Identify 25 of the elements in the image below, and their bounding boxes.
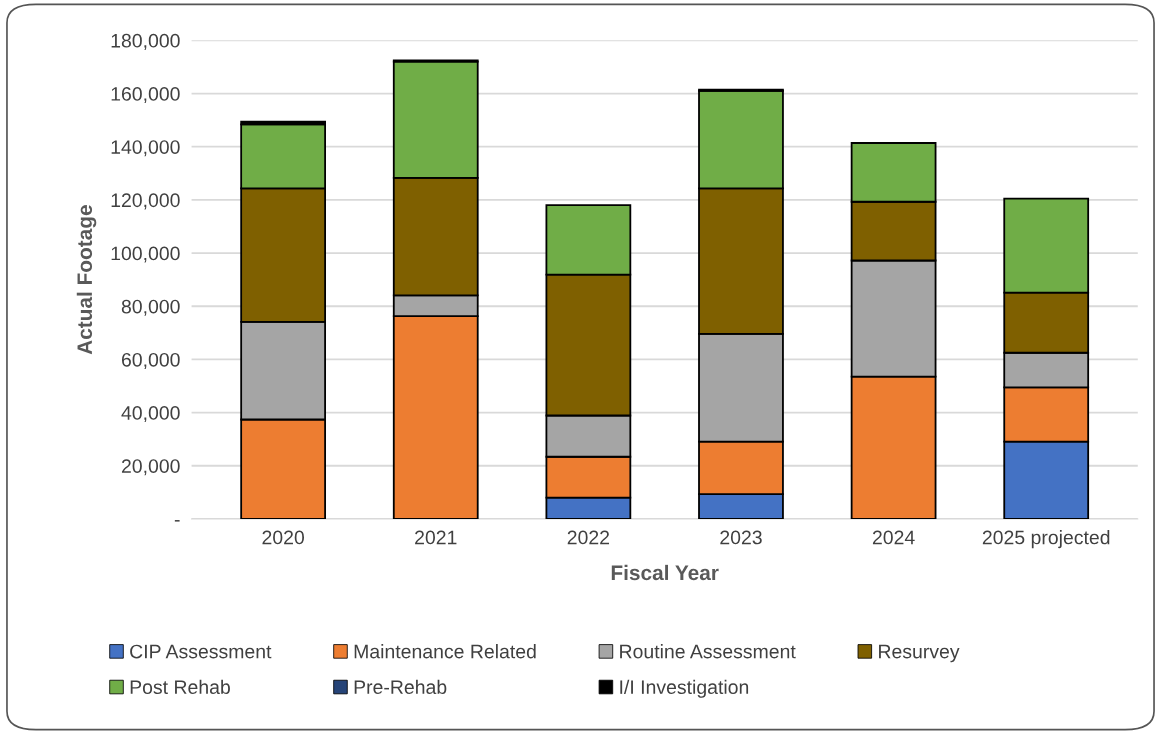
x-tick-label: 2022 xyxy=(567,530,610,545)
y-tick-label: 80,000 xyxy=(121,299,180,316)
y-axis-title: Actual Footage xyxy=(76,205,97,355)
y-tick-label: 160,000 xyxy=(111,87,180,104)
legend-label: CIP Assessment xyxy=(130,644,272,659)
legend-label: Routine Assessment xyxy=(620,644,796,659)
x-axis-title: Fiscal Year xyxy=(611,564,719,581)
legend-label: I/I Investigation xyxy=(620,679,749,698)
legend-label: Maintenance Related xyxy=(354,644,536,659)
y-tick-label: 100,000 xyxy=(111,246,180,263)
x-tick-label: 2025 projected xyxy=(982,530,1110,549)
x-tick-label: 2021 xyxy=(415,530,457,545)
y-tick-label: 180,000 xyxy=(111,33,180,50)
legend-label: Pre-Rehab xyxy=(354,679,447,695)
legend-label: Post Rehab xyxy=(130,679,230,695)
y-tick-label: 40,000 xyxy=(121,406,180,423)
y-tick-label: 60,000 xyxy=(121,352,180,369)
y-tick-label: 120,000 xyxy=(111,193,180,210)
y-tick-label: - xyxy=(174,520,180,522)
y-tick-label: 140,000 xyxy=(111,140,180,157)
x-tick-label: 2024 xyxy=(872,530,915,545)
y-tick-label: 20,000 xyxy=(121,459,180,476)
x-tick-label: 2023 xyxy=(720,530,762,545)
x-tick-label: 2020 xyxy=(262,530,304,545)
legend-label: Resurvey xyxy=(879,644,960,663)
